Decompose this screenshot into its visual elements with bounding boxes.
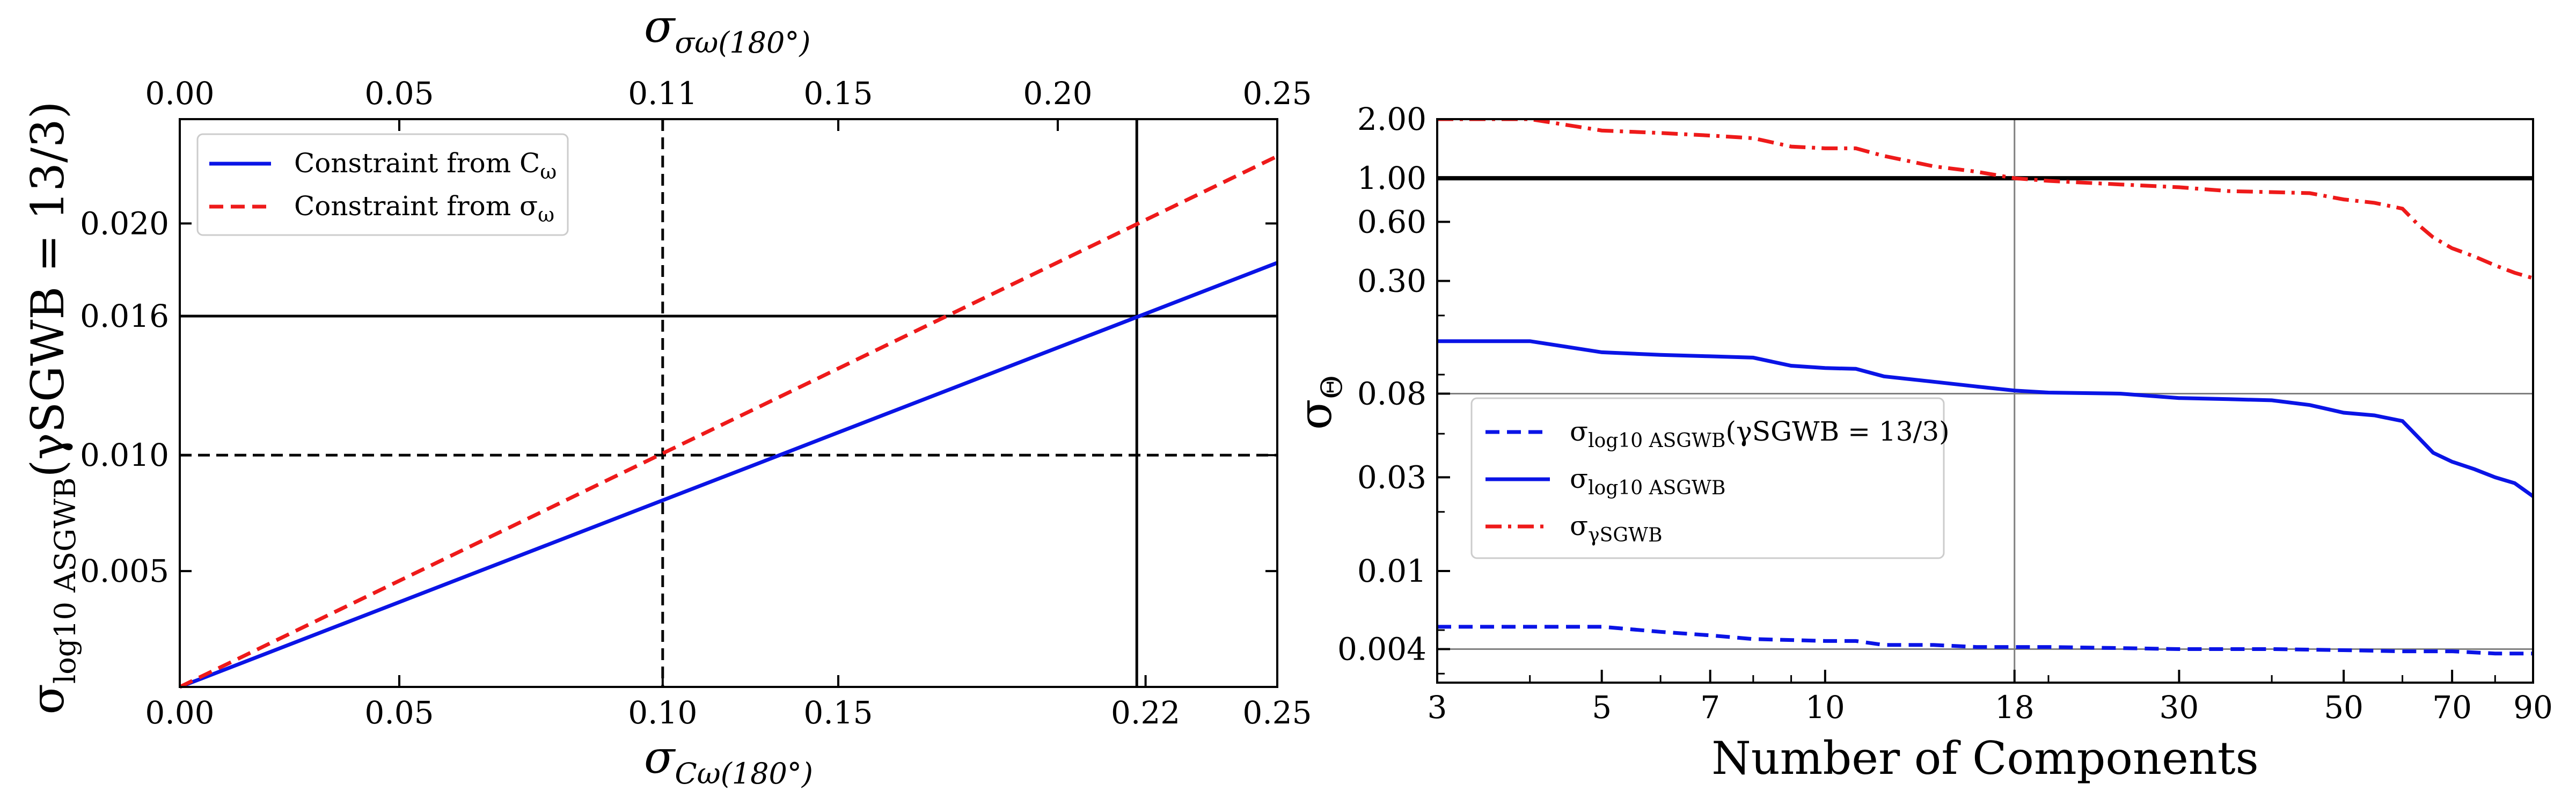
top-x-tick-label: 0.05 [364, 75, 434, 112]
legend: σlog10 ASGWB(γSGWB = 13/3)σlog10 ASGWBσγ… [1470, 397, 1950, 559]
legend-box [1470, 397, 1945, 559]
x-tick-label: 0.15 [803, 694, 873, 731]
top-x-axis-label: σσω(180°) [644, 0, 810, 60]
top-x-tick-label: 0.15 [803, 75, 873, 112]
legend-label-sub: log10 ASGWB [1588, 430, 1725, 452]
y-tick-label: 0.016 [80, 298, 169, 334]
legend-label-main: Constraint from C [294, 148, 540, 179]
y-axis-label-main: σ [21, 684, 74, 714]
x-tick-label: 0.05 [364, 694, 434, 731]
x-tick-label: 18 [1995, 689, 2035, 726]
x-tick-label: 70 [2432, 689, 2472, 726]
legend-label-sub: log10 ASGWB [1588, 477, 1725, 499]
series-line [1437, 625, 2533, 656]
left-chart: 0.00 0.05 0.10 0.15 0.22 0.25 0.00 0.05 0.11 0.15… [21, 0, 1312, 791]
y-tick-label: 0.004 [1337, 631, 1426, 668]
legend-label: σγSGWB [1570, 510, 1663, 546]
legend-label-main: σ [1570, 416, 1588, 447]
legend-label: σlog10 ASGWB [1570, 463, 1726, 499]
x-axis-label-sub: Cω(180°) [675, 757, 813, 791]
y-tick-label: 0.01 [1357, 553, 1426, 589]
series-line [179, 154, 1278, 689]
legend-label-sub: ω [538, 203, 554, 226]
series-line [179, 261, 1278, 689]
top-x-tick-label: 0.00 [145, 75, 214, 112]
x-tick-label: 50 [2324, 689, 2363, 726]
right-chart: 3 5 7 10 18 30 50 70 90 0.004 0.01 0.03 0.08 0.30 0.60… [1289, 101, 2553, 785]
x-tick-label: 3 [1428, 689, 1447, 726]
y-axis-label-sub: Θ [1315, 375, 1349, 399]
legend-box [196, 133, 569, 236]
y-tick-label: 0.08 [1357, 376, 1426, 412]
x-tick-label: 30 [2160, 689, 2199, 726]
series-line [1437, 119, 2533, 280]
top-x-axis-label-main: σ [644, 0, 676, 53]
y-axis-label-sub: log10 ASGWB [48, 477, 82, 684]
legend-label: Constraint from Cω [294, 148, 557, 184]
x-tick-label: 0.25 [1242, 694, 1312, 731]
legend-label: σlog10 ASGWB(γSGWB = 13/3) [1570, 416, 1950, 452]
x-tick-label: 0.00 [145, 694, 214, 731]
x-tick-label: 90 [2513, 689, 2553, 726]
x-axis-label-main: σ [644, 731, 676, 784]
y-tick-label: 0.60 [1357, 203, 1426, 240]
y-tick-label: 0.30 [1357, 262, 1426, 299]
legend-label-main: Constraint from σ [294, 191, 538, 222]
x-tick-label: 7 [1700, 689, 1720, 726]
legend-label-sub: γSGWB [1588, 524, 1662, 546]
x-tick-label: 5 [1592, 689, 1612, 726]
y-axis-label: σlog10 ASGWB(γSGWB = 13/3) [21, 101, 82, 715]
legend-label: Constraint from σω [294, 191, 554, 226]
legend-label-main: σ [1570, 463, 1588, 494]
y-tick-label: 0.020 [80, 205, 169, 241]
legend-label-main: σ [1570, 510, 1588, 541]
x-axis-label: Number of Components [1711, 732, 2259, 785]
legend-label-tail: (γSGWB = 13/3) [1726, 416, 1950, 447]
y-tick-label: 0.010 [80, 437, 169, 473]
plot-frame [1436, 118, 2534, 684]
y-axis-label-tail: (γSGWB = 13/3) [21, 101, 74, 478]
x-tick-label: 10 [1805, 689, 1845, 726]
y-tick-label: 2.00 [1357, 101, 1426, 137]
y-axis-label: σΘ [1289, 375, 1349, 430]
series-line [1437, 339, 2533, 498]
plot-frame [179, 118, 1278, 688]
x-axis-label: σCω(180°) [644, 731, 813, 791]
y-tick-label: 0.005 [80, 553, 169, 589]
top-x-axis-label-sub: σω(180°) [675, 26, 810, 60]
top-x-tick-label: 0.25 [1242, 75, 1312, 112]
y-tick-label: 1.00 [1357, 160, 1426, 196]
y-axis-label-main: σ [1289, 399, 1342, 429]
x-tick-label: 0.10 [628, 694, 697, 731]
x-tick-label: 0.22 [1111, 694, 1180, 731]
top-x-tick-label: 0.20 [1023, 75, 1092, 112]
legend-label-sub: ω [540, 160, 557, 184]
top-x-tick-label: 0.11 [628, 75, 697, 112]
y-tick-label: 0.03 [1357, 459, 1426, 495]
